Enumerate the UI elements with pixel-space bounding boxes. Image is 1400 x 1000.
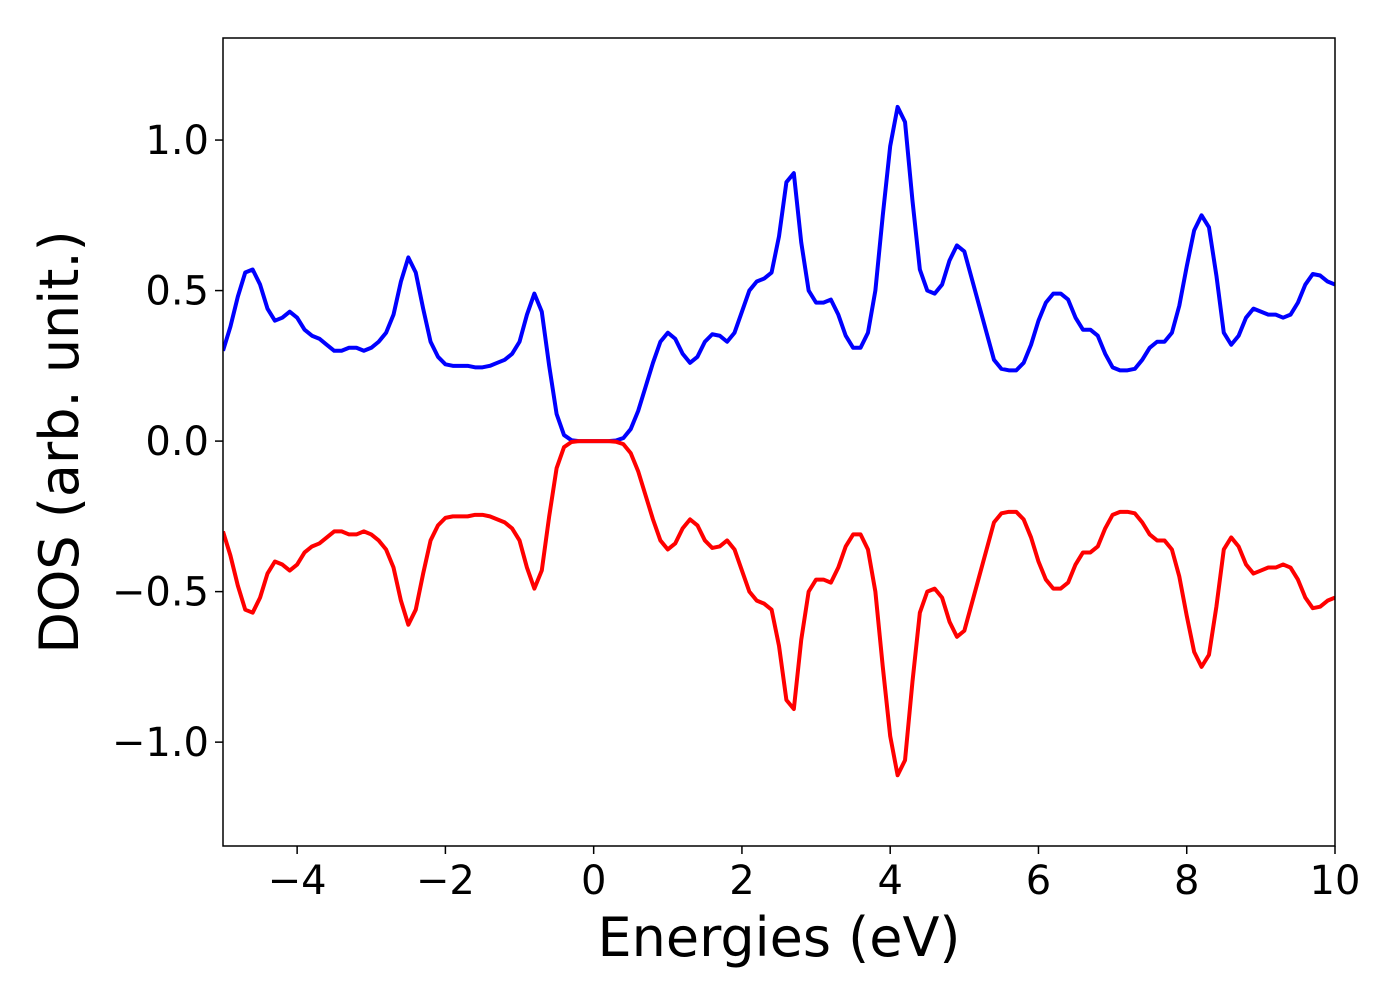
x-tick-label: 10: [1310, 858, 1361, 904]
y-tick-label: −1.0: [112, 720, 209, 766]
x-axis-label: Energies (eV): [598, 906, 961, 969]
y-tick-label: −0.5: [112, 570, 209, 616]
y-tick-label: 0.5: [145, 269, 209, 315]
x-tick-label: −2: [416, 858, 475, 904]
x-tick-label: 8: [1174, 858, 1199, 904]
series-line: [223, 439, 1335, 778]
x-tick-label: 0: [581, 858, 606, 904]
x-tick-label: 6: [1026, 858, 1051, 904]
x-tick-label: −4: [268, 858, 327, 904]
y-axis-label: DOS (arb. unit.): [28, 230, 91, 653]
x-tick-label: 4: [877, 858, 902, 904]
plot-frame: [222, 37, 1336, 847]
y-tick-label: 0.0: [145, 419, 209, 465]
y-tick-label: 1.0: [145, 118, 209, 164]
x-tick-label: 2: [729, 858, 754, 904]
series-line: [223, 104, 1335, 444]
